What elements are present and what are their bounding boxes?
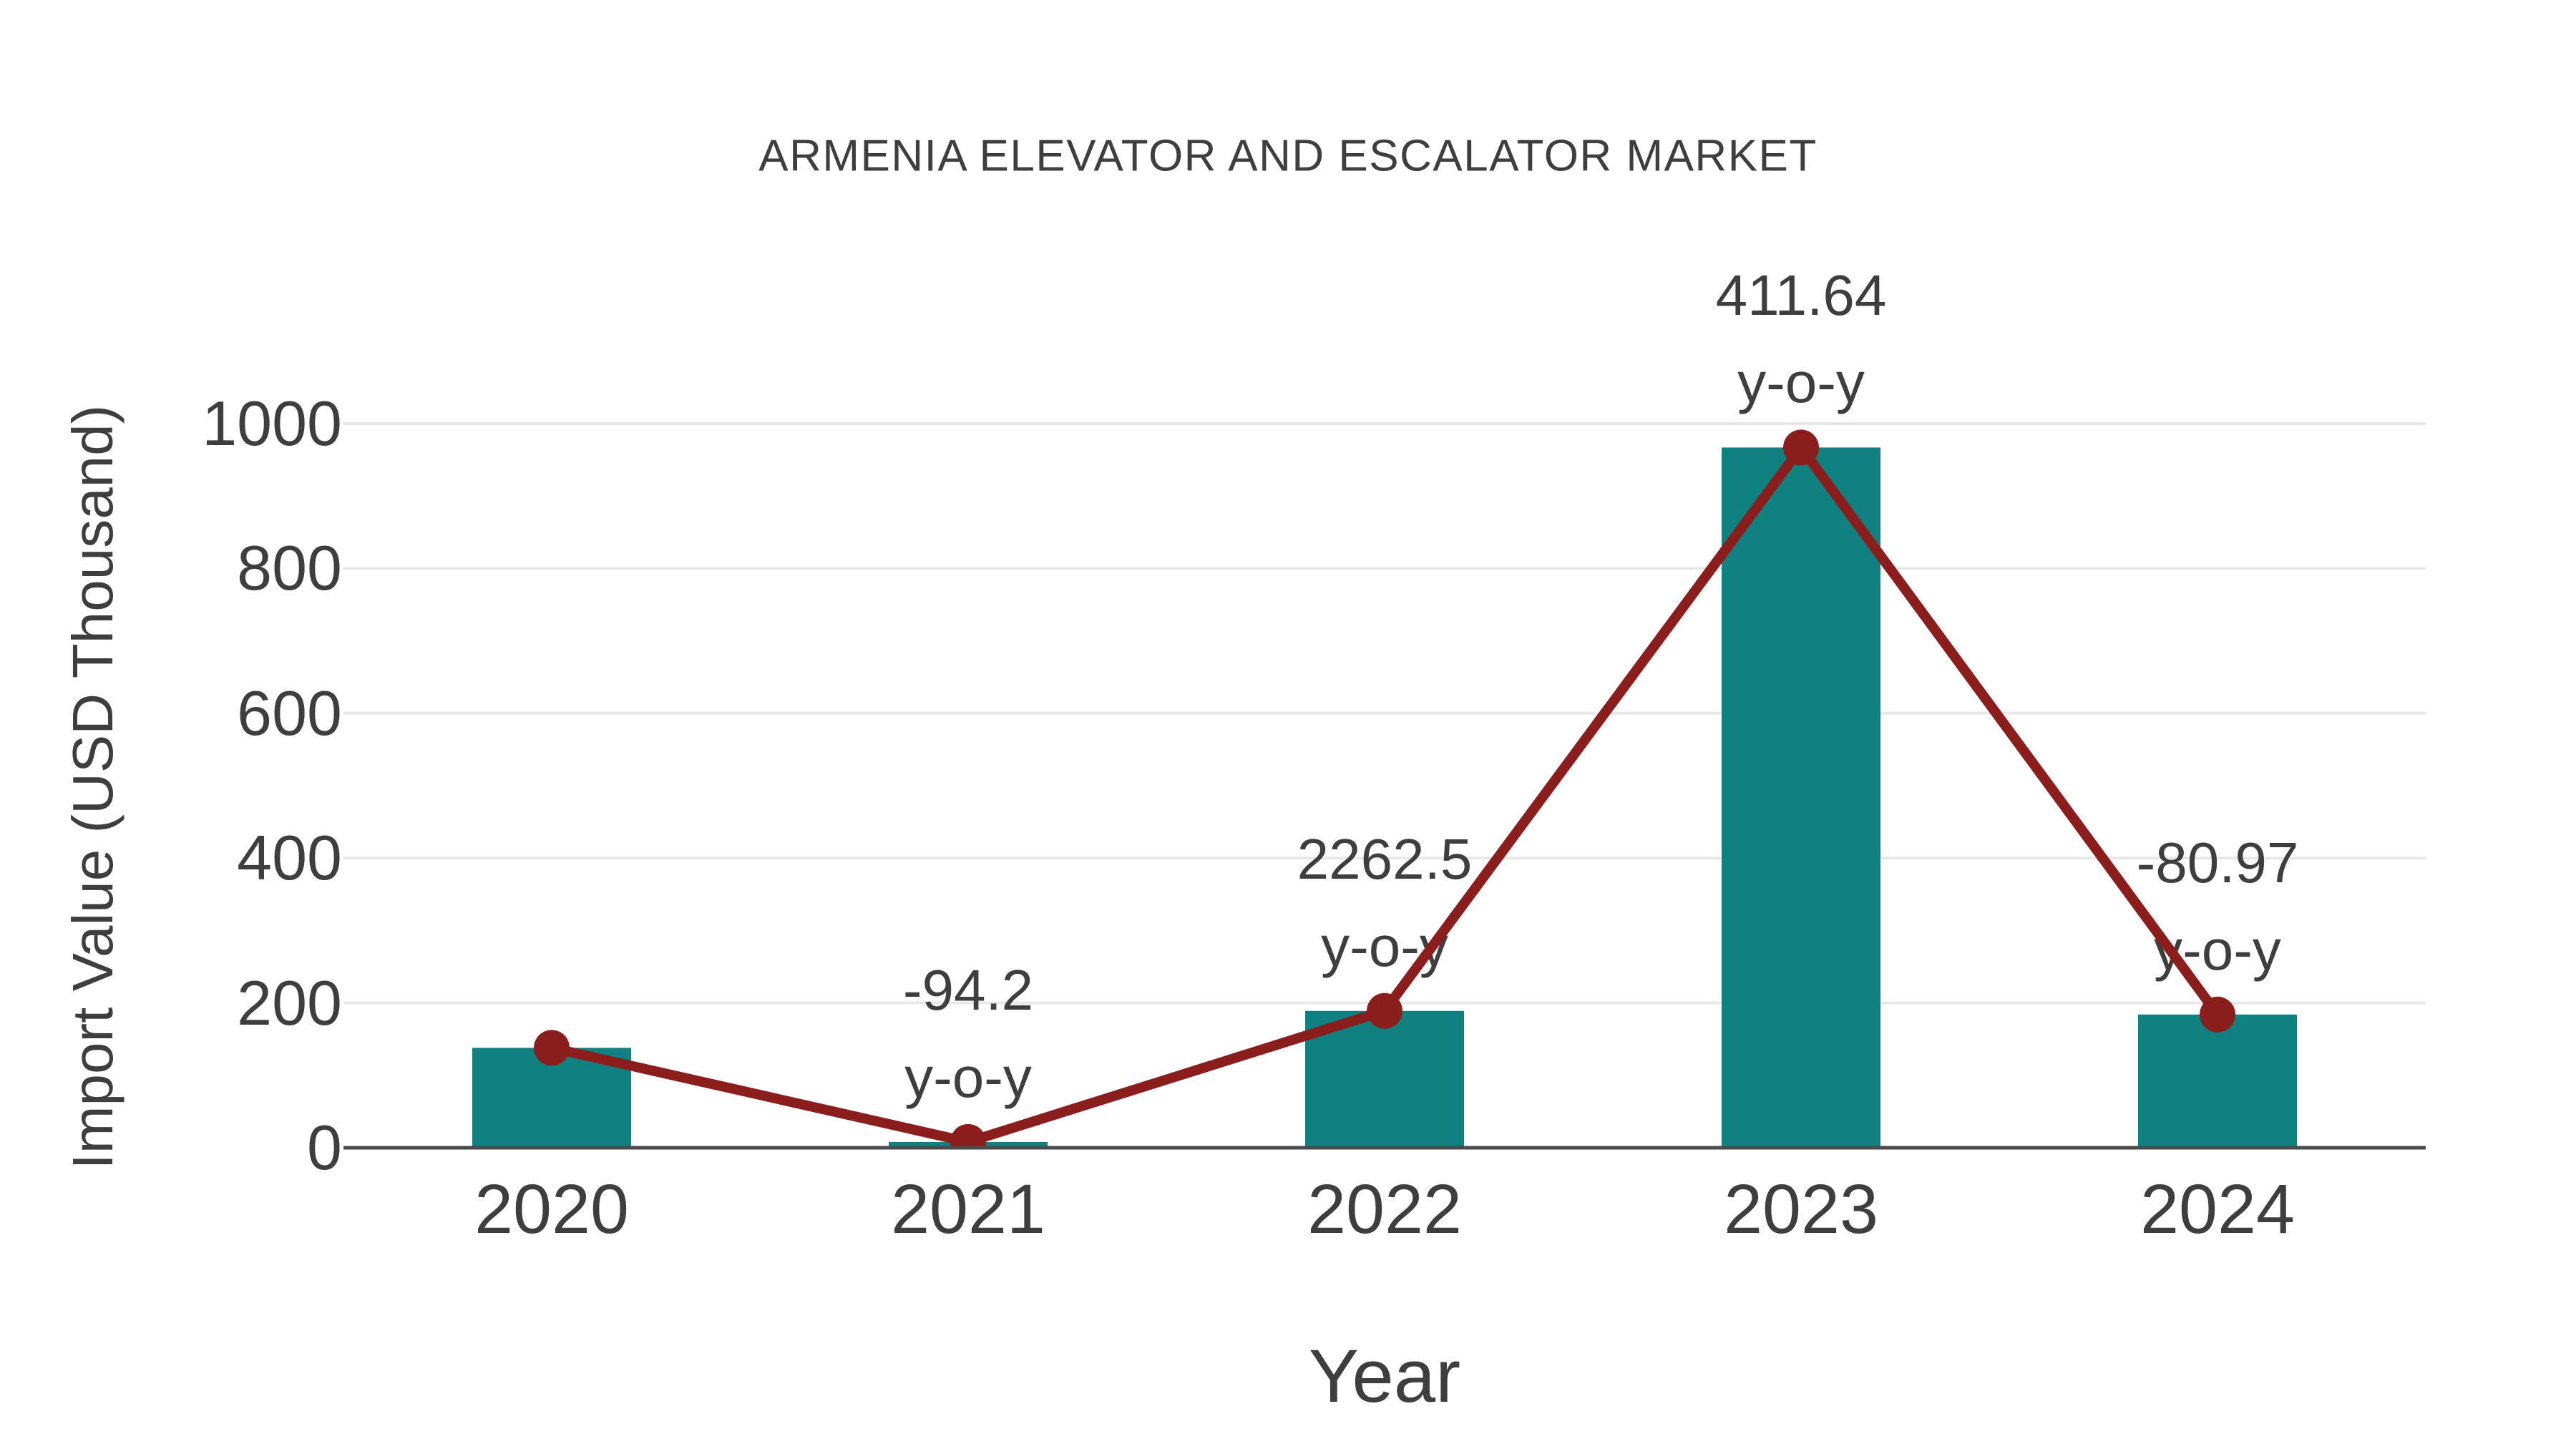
bar-2022 xyxy=(1305,1010,1464,1148)
annotation-value-2023: 411.64 xyxy=(1715,263,1887,328)
x-tick-label-2021: 2021 xyxy=(891,1170,1045,1248)
trend-group xyxy=(534,429,2235,1149)
marker-2022 xyxy=(1367,992,1402,1029)
bar-2023 xyxy=(1722,447,1880,1148)
y-tick-label-800: 800 xyxy=(237,532,342,604)
x-axis-title: Year xyxy=(1308,1335,1461,1418)
y-tick-label-400: 400 xyxy=(237,822,342,894)
bar-2024 xyxy=(2138,1014,2297,1148)
annotation-suffix-2021: y-o-y xyxy=(904,1045,1032,1109)
x-tick-label-2024: 2024 xyxy=(2140,1170,2295,1248)
trend-line xyxy=(550,439,2222,1148)
x-tick-label-2023: 2023 xyxy=(1724,1170,1878,1248)
y-tick-label-0: 0 xyxy=(307,1112,342,1183)
marker-2024 xyxy=(2200,996,2235,1033)
y-tick-label-200: 200 xyxy=(237,967,342,1038)
chart-title: ARMENIA ELEVATOR AND ESCALATOR MARKET xyxy=(758,131,1818,181)
x-tick-label-2022: 2022 xyxy=(1307,1170,1462,1248)
marker-2023 xyxy=(1783,429,1819,466)
annotation-value-2022: 2262.5 xyxy=(1297,826,1473,891)
y-tick-label-1000: 1000 xyxy=(202,388,342,459)
annotation-value-2021: -94.2 xyxy=(902,957,1034,1022)
annotation-suffix-2023: y-o-y xyxy=(1737,351,1865,415)
marker-2021 xyxy=(950,1123,986,1149)
x-tick-label-2020: 2020 xyxy=(474,1170,629,1248)
y-tick-label-600: 600 xyxy=(237,677,342,748)
annotation-value-2024: -80.97 xyxy=(2136,830,2299,894)
marker-2020 xyxy=(534,1030,570,1066)
